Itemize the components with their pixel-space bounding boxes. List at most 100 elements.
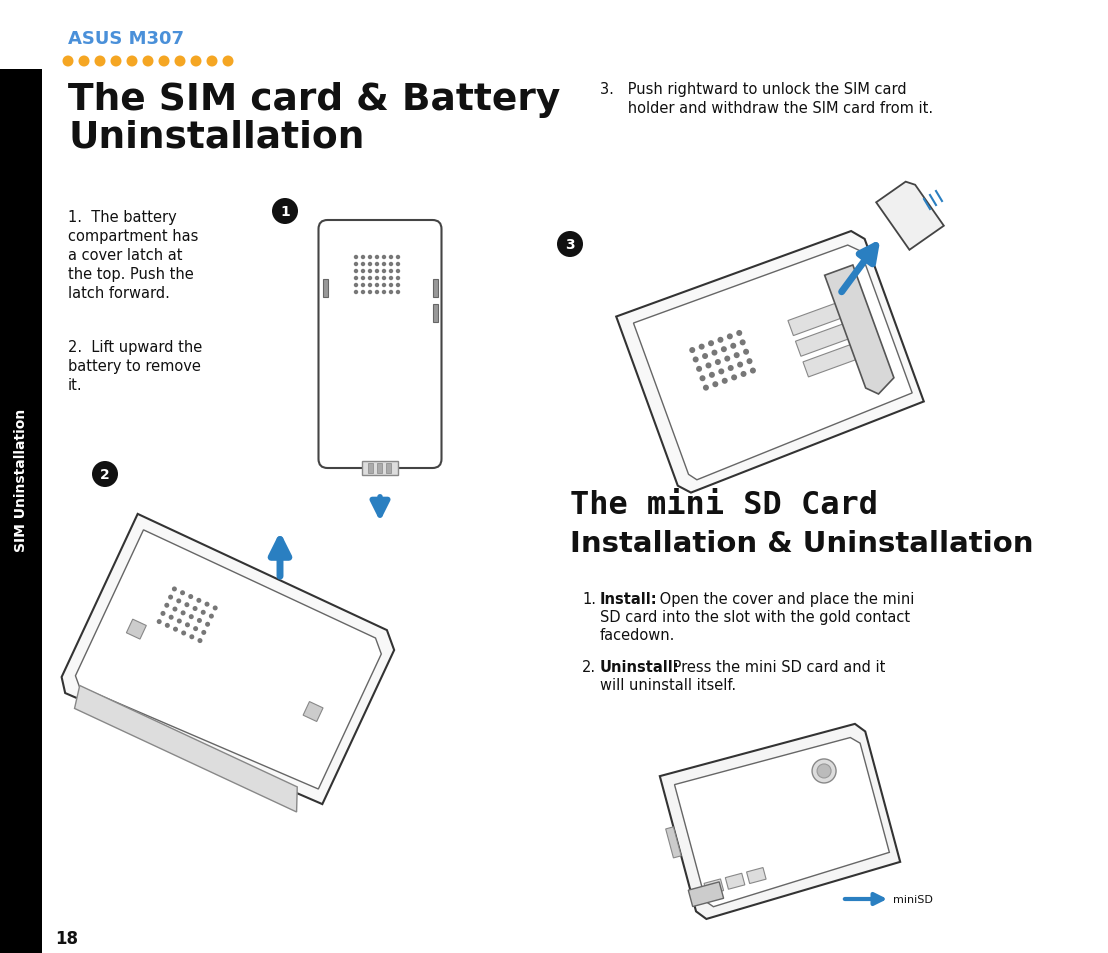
- Circle shape: [706, 363, 711, 369]
- Text: facedown.: facedown.: [601, 627, 676, 642]
- Polygon shape: [704, 879, 724, 895]
- Text: latch forward.: latch forward.: [68, 286, 170, 301]
- Circle shape: [213, 606, 217, 611]
- Circle shape: [353, 283, 358, 288]
- Text: will uninstall itself.: will uninstall itself.: [601, 678, 736, 692]
- Circle shape: [740, 340, 746, 346]
- Circle shape: [389, 283, 393, 288]
- Text: The SIM card & Battery: The SIM card & Battery: [68, 82, 561, 118]
- Circle shape: [737, 362, 743, 368]
- Circle shape: [156, 619, 162, 624]
- Text: Uninstallation: Uninstallation: [68, 120, 365, 156]
- Circle shape: [743, 350, 749, 355]
- Circle shape: [165, 623, 170, 628]
- Circle shape: [173, 607, 177, 612]
- Circle shape: [368, 276, 372, 281]
- Circle shape: [173, 627, 178, 632]
- Circle shape: [79, 56, 90, 68]
- Circle shape: [382, 291, 387, 294]
- Circle shape: [396, 283, 400, 288]
- Text: 2.: 2.: [582, 659, 596, 675]
- Text: 18: 18: [55, 929, 78, 947]
- Circle shape: [188, 595, 193, 599]
- Circle shape: [62, 56, 73, 68]
- Circle shape: [375, 276, 379, 281]
- Circle shape: [699, 375, 706, 382]
- Circle shape: [189, 635, 194, 639]
- Bar: [368, 463, 373, 474]
- Circle shape: [168, 595, 173, 600]
- Circle shape: [185, 622, 189, 628]
- Circle shape: [158, 56, 170, 68]
- Circle shape: [181, 631, 186, 636]
- Circle shape: [812, 760, 837, 783]
- Circle shape: [396, 291, 400, 294]
- Circle shape: [202, 630, 206, 636]
- Circle shape: [181, 591, 185, 596]
- Circle shape: [368, 270, 372, 274]
- Circle shape: [164, 603, 170, 608]
- Circle shape: [197, 618, 202, 623]
- Circle shape: [375, 270, 379, 274]
- Circle shape: [382, 255, 387, 260]
- Circle shape: [353, 270, 358, 274]
- Circle shape: [396, 270, 400, 274]
- Circle shape: [368, 255, 372, 260]
- Circle shape: [205, 622, 211, 627]
- Text: 3.   Push rightward to unlock the SIM card: 3. Push rightward to unlock the SIM card: [601, 82, 906, 97]
- Circle shape: [389, 276, 393, 281]
- Circle shape: [702, 385, 709, 392]
- Circle shape: [361, 283, 366, 288]
- Circle shape: [368, 291, 372, 294]
- Circle shape: [181, 611, 186, 616]
- Text: miniSD: miniSD: [893, 894, 933, 904]
- Circle shape: [382, 283, 387, 288]
- Circle shape: [711, 351, 718, 356]
- Circle shape: [740, 372, 747, 377]
- Text: 1.  The battery: 1. The battery: [68, 210, 177, 225]
- Text: 1: 1: [280, 205, 290, 219]
- FancyBboxPatch shape: [318, 221, 441, 469]
- Circle shape: [750, 368, 756, 375]
- Polygon shape: [126, 619, 146, 639]
- Polygon shape: [796, 318, 866, 356]
- Polygon shape: [788, 297, 859, 336]
- Polygon shape: [304, 701, 324, 721]
- Circle shape: [191, 56, 202, 68]
- Polygon shape: [824, 266, 894, 395]
- Text: 1.: 1.: [582, 592, 596, 606]
- Circle shape: [174, 56, 185, 68]
- Text: the top. Push the: the top. Push the: [68, 267, 194, 282]
- Text: it.: it.: [68, 377, 83, 393]
- Polygon shape: [675, 738, 890, 906]
- Circle shape: [184, 602, 189, 608]
- Text: Install:: Install:: [601, 592, 658, 606]
- Circle shape: [193, 606, 197, 612]
- Circle shape: [361, 276, 366, 281]
- Circle shape: [111, 56, 122, 68]
- Circle shape: [209, 614, 214, 618]
- Text: Installation & Uninstallation: Installation & Uninstallation: [570, 530, 1034, 558]
- Circle shape: [725, 356, 730, 362]
- Circle shape: [126, 56, 137, 68]
- Circle shape: [736, 331, 742, 336]
- Bar: [0, 70, 42, 953]
- Circle shape: [730, 343, 736, 350]
- Circle shape: [382, 262, 387, 267]
- Circle shape: [817, 764, 831, 779]
- Circle shape: [389, 291, 393, 294]
- Circle shape: [172, 587, 177, 592]
- Polygon shape: [62, 515, 394, 804]
- Circle shape: [368, 262, 372, 267]
- Circle shape: [702, 354, 708, 359]
- Circle shape: [696, 367, 702, 373]
- Bar: [322, 280, 328, 297]
- Circle shape: [731, 375, 737, 381]
- Circle shape: [193, 626, 198, 632]
- Circle shape: [708, 341, 714, 347]
- Circle shape: [188, 615, 194, 619]
- Circle shape: [196, 598, 202, 603]
- Polygon shape: [74, 686, 297, 812]
- Circle shape: [747, 358, 752, 365]
- Circle shape: [689, 348, 695, 354]
